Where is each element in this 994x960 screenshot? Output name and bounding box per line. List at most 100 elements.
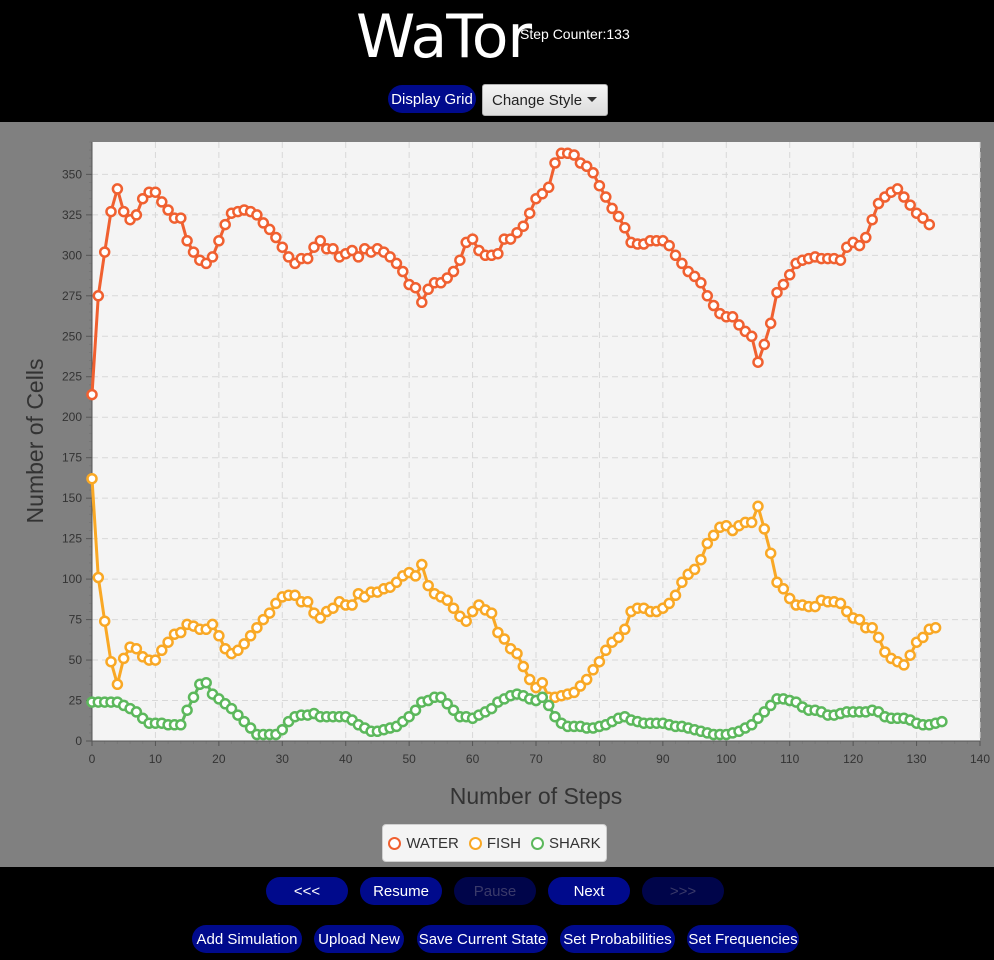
data-point-water [676, 257, 688, 270]
data-point-fish [587, 664, 599, 676]
data-point-water [764, 317, 777, 330]
data-point-water [542, 181, 555, 194]
chart-legend: WATER FISH SHARK [382, 824, 607, 862]
data-point-fish [663, 597, 675, 610]
legend-label-fish: FISH [486, 834, 521, 852]
data-point-shark [244, 722, 257, 734]
data-point-fish [441, 594, 453, 606]
y-tick-label: 25 [69, 694, 83, 708]
data-point-fish [466, 605, 479, 618]
data-point-fish [879, 646, 891, 658]
set-frequencies-button[interactable]: Set Frequencies [687, 925, 799, 953]
data-point-fish [105, 655, 117, 668]
data-point-water [707, 299, 720, 312]
data-point-water [175, 212, 187, 224]
data-point-water [466, 233, 479, 245]
data-point-fish [758, 523, 771, 535]
y-tick-label: 200 [62, 410, 82, 424]
series-shark [86, 676, 948, 741]
data-point-fish [898, 659, 910, 671]
data-point-water [771, 286, 783, 299]
step-back-button[interactable]: <<< [266, 877, 348, 905]
data-point-water [688, 270, 701, 283]
data-point-fish [904, 649, 916, 661]
data-point-water [301, 252, 314, 265]
data-point-water [898, 191, 910, 203]
display-grid-button[interactable]: Display Grid [388, 85, 476, 113]
data-point-fish [593, 655, 606, 668]
data-point-water [314, 235, 327, 247]
step-counter: Step Counter:133 [520, 26, 630, 42]
data-point-water [397, 265, 409, 278]
y-tick-label: 175 [62, 451, 82, 465]
data-point-water [492, 247, 504, 260]
set-probabilities-button[interactable]: Set Probabilities [560, 925, 675, 953]
x-tick-label: 70 [529, 752, 543, 766]
data-point-water [783, 269, 796, 281]
data-point-water [523, 207, 536, 219]
series-water [86, 147, 936, 401]
data-point-fish [580, 673, 593, 686]
data-point-water [352, 251, 365, 263]
data-point-water [549, 157, 561, 169]
data-point-fish [206, 618, 219, 631]
data-point-fish [809, 600, 821, 613]
next-button[interactable]: Next [548, 877, 630, 905]
series-fish [86, 472, 942, 704]
data-point-fish [707, 529, 720, 542]
data-point-shark [485, 702, 498, 715]
legend-label-water: WATER [406, 834, 459, 852]
y-tick-label: 325 [62, 208, 82, 222]
add-simulation-button[interactable]: Add Simulation [192, 925, 302, 953]
data-point-water [866, 213, 878, 226]
data-point-water [619, 222, 631, 234]
data-point-fish [92, 571, 105, 584]
app-title: WaTor [356, 2, 532, 72]
fast-forward-button[interactable]: >>> [642, 877, 724, 905]
data-point-fish [764, 547, 777, 559]
data-point-shark [549, 710, 561, 723]
data-point-shark [435, 691, 447, 704]
data-point-water [98, 246, 111, 258]
data-point-fish [238, 638, 250, 650]
upload-new-button[interactable]: Upload New [314, 925, 404, 953]
data-point-water [117, 205, 130, 218]
data-point-fish [289, 589, 301, 602]
data-point-water [504, 233, 517, 245]
data-point-fish [929, 621, 942, 634]
data-point-fish [511, 647, 523, 660]
chart-series [86, 147, 948, 741]
data-point-water [834, 254, 847, 266]
change-style-select[interactable]: Change Style [482, 84, 608, 116]
data-point-fish [834, 597, 847, 610]
legend-item-fish: FISH [468, 834, 521, 852]
data-point-water [600, 191, 612, 203]
data-point-water [213, 235, 225, 247]
data-point-water [752, 356, 764, 368]
save-current-state-button[interactable]: Save Current State [417, 925, 548, 953]
legend-item-water: WATER [388, 835, 459, 852]
data-point-fish [390, 576, 403, 589]
data-point-fish [416, 558, 428, 571]
data-point-shark [130, 706, 143, 718]
data-point-shark [758, 706, 771, 718]
data-point-shark [441, 698, 453, 710]
pause-button[interactable]: Pause [454, 877, 536, 905]
resume-button[interactable]: Resume [360, 877, 442, 905]
data-point-water [136, 192, 149, 205]
x-tick-label: 50 [402, 752, 416, 766]
data-point-water [111, 183, 124, 195]
header: WaTor Step Counter:133 [0, 0, 994, 80]
data-point-fish [783, 592, 796, 605]
data-point-fish [460, 615, 472, 627]
data-point-water [327, 243, 339, 255]
data-point-water [606, 202, 618, 215]
data-point-water [441, 272, 453, 284]
data-point-water [701, 290, 714, 302]
data-point-fish [232, 644, 244, 657]
data-point-water [187, 246, 200, 258]
change-style-value: Change Style [492, 91, 583, 109]
data-point-shark [232, 709, 244, 721]
x-tick-label: 130 [907, 752, 927, 766]
data-point-water [346, 244, 358, 257]
